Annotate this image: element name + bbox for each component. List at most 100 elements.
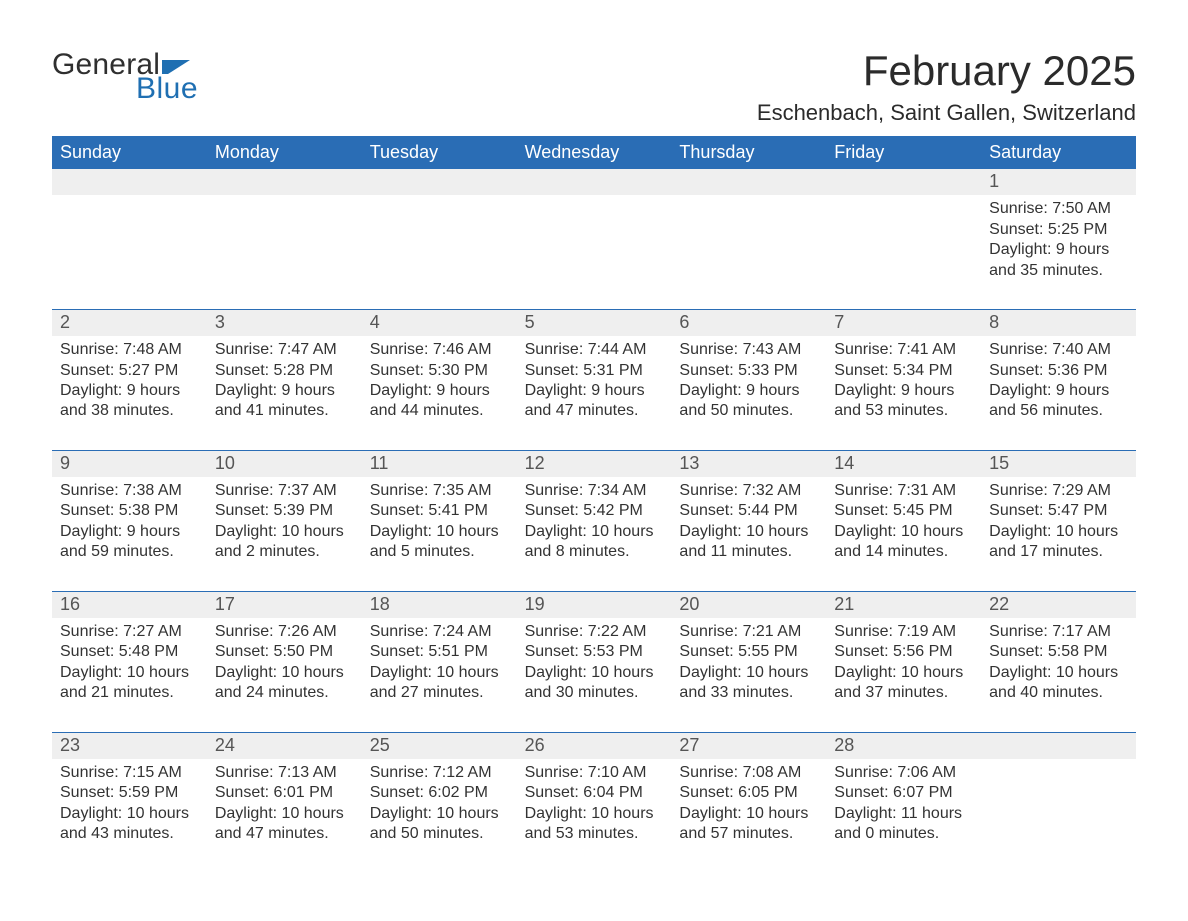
day-number: 19 bbox=[517, 592, 672, 618]
sunset-text: Sunset: 5:25 PM bbox=[989, 220, 1128, 240]
day-number: 3 bbox=[207, 310, 362, 336]
sunrise-text: Sunrise: 7:40 AM bbox=[989, 340, 1128, 360]
daybody-row: Sunrise: 7:15 AMSunset: 5:59 PMDaylight:… bbox=[52, 759, 1136, 873]
sunrise-text: Sunrise: 7:43 AM bbox=[679, 340, 818, 360]
sunset-text: Sunset: 5:31 PM bbox=[525, 361, 664, 381]
day-number: 23 bbox=[52, 733, 207, 759]
daylight-text: Daylight: 9 hours and 47 minutes. bbox=[525, 381, 664, 422]
day-number bbox=[207, 169, 362, 195]
daynum-strip: 2345678 bbox=[52, 310, 1136, 336]
location: Eschenbach, Saint Gallen, Switzerland bbox=[757, 100, 1136, 126]
day-number: 13 bbox=[671, 451, 826, 477]
sunset-text: Sunset: 5:51 PM bbox=[370, 642, 509, 662]
day-cell: Sunrise: 7:17 AMSunset: 5:58 PMDaylight:… bbox=[981, 618, 1136, 732]
daylight-text: Daylight: 10 hours and 8 minutes. bbox=[525, 522, 664, 563]
daylight-text: Daylight: 10 hours and 30 minutes. bbox=[525, 663, 664, 704]
sunset-text: Sunset: 5:50 PM bbox=[215, 642, 354, 662]
day-number: 21 bbox=[826, 592, 981, 618]
daylight-text: Daylight: 10 hours and 40 minutes. bbox=[989, 663, 1128, 704]
weekday-monday: Monday bbox=[207, 138, 362, 169]
day-number bbox=[826, 169, 981, 195]
day-number: 5 bbox=[517, 310, 672, 336]
daylight-text: Daylight: 10 hours and 43 minutes. bbox=[60, 804, 199, 845]
day-cell: Sunrise: 7:06 AMSunset: 6:07 PMDaylight:… bbox=[826, 759, 981, 873]
daylight-text: Daylight: 9 hours and 50 minutes. bbox=[679, 381, 818, 422]
sunrise-text: Sunrise: 7:47 AM bbox=[215, 340, 354, 360]
sunset-text: Sunset: 5:55 PM bbox=[679, 642, 818, 662]
sunset-text: Sunset: 5:27 PM bbox=[60, 361, 199, 381]
day-number bbox=[517, 169, 672, 195]
day-cell: Sunrise: 7:44 AMSunset: 5:31 PMDaylight:… bbox=[517, 336, 672, 450]
sunset-text: Sunset: 5:28 PM bbox=[215, 361, 354, 381]
weekday-thursday: Thursday bbox=[671, 138, 826, 169]
daylight-text: Daylight: 9 hours and 38 minutes. bbox=[60, 381, 199, 422]
day-cell: Sunrise: 7:22 AMSunset: 5:53 PMDaylight:… bbox=[517, 618, 672, 732]
day-number: 24 bbox=[207, 733, 362, 759]
day-number: 10 bbox=[207, 451, 362, 477]
title-block: February 2025 Eschenbach, Saint Gallen, … bbox=[757, 48, 1136, 126]
weekday-header-row: SundayMondayTuesdayWednesdayThursdayFrid… bbox=[52, 138, 1136, 169]
day-cell: Sunrise: 7:37 AMSunset: 5:39 PMDaylight:… bbox=[207, 477, 362, 591]
sunrise-text: Sunrise: 7:31 AM bbox=[834, 481, 973, 501]
day-cell: Sunrise: 7:34 AMSunset: 5:42 PMDaylight:… bbox=[517, 477, 672, 591]
daylight-text: Daylight: 10 hours and 37 minutes. bbox=[834, 663, 973, 704]
sunrise-text: Sunrise: 7:12 AM bbox=[370, 763, 509, 783]
week-row: 9101112131415Sunrise: 7:38 AMSunset: 5:3… bbox=[52, 450, 1136, 591]
sunset-text: Sunset: 5:45 PM bbox=[834, 501, 973, 521]
weekday-saturday: Saturday bbox=[981, 138, 1136, 169]
day-cell: Sunrise: 7:21 AMSunset: 5:55 PMDaylight:… bbox=[671, 618, 826, 732]
sunrise-text: Sunrise: 7:50 AM bbox=[989, 199, 1128, 219]
daylight-text: Daylight: 10 hours and 11 minutes. bbox=[679, 522, 818, 563]
sunrise-text: Sunrise: 7:24 AM bbox=[370, 622, 509, 642]
sunset-text: Sunset: 5:47 PM bbox=[989, 501, 1128, 521]
sunrise-text: Sunrise: 7:10 AM bbox=[525, 763, 664, 783]
day-number: 26 bbox=[517, 733, 672, 759]
day-number: 28 bbox=[826, 733, 981, 759]
weekday-tuesday: Tuesday bbox=[362, 138, 517, 169]
day-cell: Sunrise: 7:41 AMSunset: 5:34 PMDaylight:… bbox=[826, 336, 981, 450]
day-cell: Sunrise: 7:32 AMSunset: 5:44 PMDaylight:… bbox=[671, 477, 826, 591]
daylight-text: Daylight: 9 hours and 41 minutes. bbox=[215, 381, 354, 422]
day-number: 2 bbox=[52, 310, 207, 336]
daylight-text: Daylight: 9 hours and 35 minutes. bbox=[989, 240, 1128, 281]
day-cell: Sunrise: 7:24 AMSunset: 5:51 PMDaylight:… bbox=[362, 618, 517, 732]
day-cell: Sunrise: 7:12 AMSunset: 6:02 PMDaylight:… bbox=[362, 759, 517, 873]
daynum-strip: 9101112131415 bbox=[52, 451, 1136, 477]
day-number: 14 bbox=[826, 451, 981, 477]
day-number: 20 bbox=[671, 592, 826, 618]
day-number: 9 bbox=[52, 451, 207, 477]
day-number: 1 bbox=[981, 169, 1136, 195]
daybody-row: Sunrise: 7:27 AMSunset: 5:48 PMDaylight:… bbox=[52, 618, 1136, 732]
week-row: 232425262728Sunrise: 7:15 AMSunset: 5:59… bbox=[52, 732, 1136, 873]
weekday-friday: Friday bbox=[826, 138, 981, 169]
day-cell: Sunrise: 7:15 AMSunset: 5:59 PMDaylight:… bbox=[52, 759, 207, 873]
day-cell bbox=[826, 195, 981, 309]
daybody-row: Sunrise: 7:38 AMSunset: 5:38 PMDaylight:… bbox=[52, 477, 1136, 591]
sunrise-text: Sunrise: 7:41 AM bbox=[834, 340, 973, 360]
daylight-text: Daylight: 9 hours and 56 minutes. bbox=[989, 381, 1128, 422]
daylight-text: Daylight: 9 hours and 44 minutes. bbox=[370, 381, 509, 422]
daylight-text: Daylight: 10 hours and 21 minutes. bbox=[60, 663, 199, 704]
day-cell: Sunrise: 7:35 AMSunset: 5:41 PMDaylight:… bbox=[362, 477, 517, 591]
sunrise-text: Sunrise: 7:35 AM bbox=[370, 481, 509, 501]
day-number: 25 bbox=[362, 733, 517, 759]
daylight-text: Daylight: 10 hours and 14 minutes. bbox=[834, 522, 973, 563]
sunset-text: Sunset: 5:36 PM bbox=[989, 361, 1128, 381]
day-cell: Sunrise: 7:46 AMSunset: 5:30 PMDaylight:… bbox=[362, 336, 517, 450]
sunset-text: Sunset: 5:41 PM bbox=[370, 501, 509, 521]
daybody-row: Sunrise: 7:48 AMSunset: 5:27 PMDaylight:… bbox=[52, 336, 1136, 450]
day-number: 6 bbox=[671, 310, 826, 336]
sunrise-text: Sunrise: 7:46 AM bbox=[370, 340, 509, 360]
day-cell: Sunrise: 7:29 AMSunset: 5:47 PMDaylight:… bbox=[981, 477, 1136, 591]
day-cell: Sunrise: 7:48 AMSunset: 5:27 PMDaylight:… bbox=[52, 336, 207, 450]
day-cell: Sunrise: 7:08 AMSunset: 6:05 PMDaylight:… bbox=[671, 759, 826, 873]
daylight-text: Daylight: 10 hours and 27 minutes. bbox=[370, 663, 509, 704]
day-cell: Sunrise: 7:50 AMSunset: 5:25 PMDaylight:… bbox=[981, 195, 1136, 309]
sunset-text: Sunset: 5:30 PM bbox=[370, 361, 509, 381]
day-cell bbox=[981, 759, 1136, 873]
day-number: 15 bbox=[981, 451, 1136, 477]
weekday-wednesday: Wednesday bbox=[517, 138, 672, 169]
sunset-text: Sunset: 5:53 PM bbox=[525, 642, 664, 662]
day-cell bbox=[207, 195, 362, 309]
day-number bbox=[671, 169, 826, 195]
